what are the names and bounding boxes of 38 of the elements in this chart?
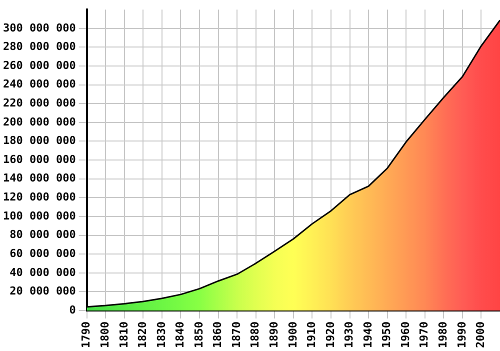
x-tick-label: 1900 (286, 322, 300, 348)
y-tick-label: 100 000 000 (2, 209, 76, 222)
y-tick-label: 80 000 000 (10, 228, 76, 242)
y-tick-label: 300 000 000 (2, 21, 76, 34)
y-tick-label: 60 000 000 (10, 246, 76, 260)
x-tick-label: 1840 (174, 322, 187, 348)
y-tick-label: 20 000 000 (10, 284, 76, 298)
x-tick-label: 1980 (436, 322, 450, 348)
x-tick-label: 1920 (324, 322, 337, 348)
x-tick-label: 1890 (268, 322, 281, 348)
x-tick-label: 1930 (342, 322, 356, 348)
x-tick-label: 1820 (136, 322, 150, 348)
x-tick-label: 1800 (98, 322, 112, 348)
y-tick-label: 220 000 000 (2, 96, 76, 110)
y-tick-label: 180 000 000 (2, 134, 76, 148)
x-tick-label: 1990 (455, 322, 468, 348)
x-tick-label: 1830 (154, 322, 168, 348)
x-tick-label: 1790 (80, 322, 93, 348)
y-tick-label: 120 000 000 (2, 190, 76, 204)
x-tick-label: 1850 (192, 322, 206, 348)
y-tick-label: 200 000 000 (2, 115, 76, 128)
x-tick-label: 1810 (117, 322, 130, 348)
y-tick-label: 260 000 000 (2, 58, 76, 72)
y-tick-label: 140 000 000 (2, 172, 76, 185)
x-tick-label: 1970 (418, 322, 431, 348)
x-tick-label: 1950 (380, 322, 394, 348)
y-tick-label: 0 (69, 303, 76, 316)
x-tick-label: 1960 (398, 322, 412, 348)
y-tick-label: 40 000 000 (10, 266, 76, 279)
x-tick-label: 1870 (230, 322, 243, 348)
x-tick-label: 1910 (305, 322, 318, 348)
x-tick-label: 1860 (211, 322, 224, 348)
x-tick-label: 1880 (248, 322, 262, 348)
x-tick-label: 1940 (361, 322, 374, 348)
x-tick-label: 2000 (474, 322, 488, 348)
y-tick-label: 240 000 000 (2, 78, 76, 91)
y-tick-label: 280 000 000 (2, 40, 76, 54)
y-tick-label: 160 000 000 (2, 152, 76, 166)
